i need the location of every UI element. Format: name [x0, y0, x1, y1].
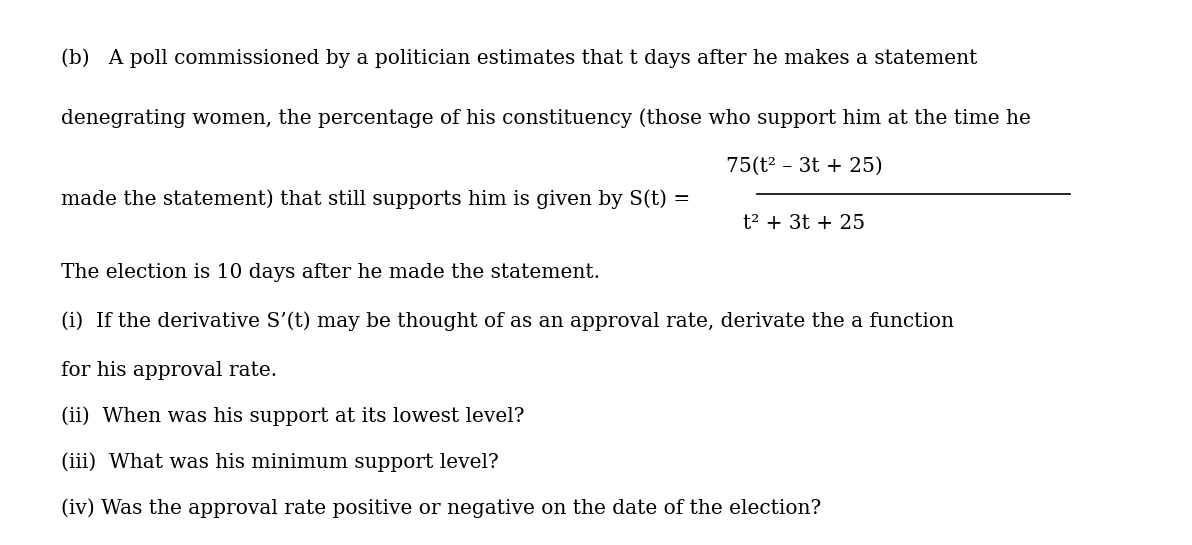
- Text: for his approval rate.: for his approval rate.: [62, 361, 278, 380]
- Text: (iv) Was the approval rate positive or negative on the date of the election?: (iv) Was the approval rate positive or n…: [62, 499, 821, 518]
- Text: denegrating women, the percentage of his constituency (those who support him at : denegrating women, the percentage of his…: [62, 108, 1031, 128]
- Text: made the statement) that still supports him is given by S(t) =: made the statement) that still supports …: [62, 190, 690, 209]
- Text: t² + 3t + 25: t² + 3t + 25: [743, 214, 865, 233]
- Text: (ii)  When was his support at its lowest level?: (ii) When was his support at its lowest …: [62, 407, 524, 426]
- Text: (b)   A poll commissioned by a politician estimates that t days after he makes a: (b) A poll commissioned by a politician …: [62, 49, 977, 68]
- Text: 75(t² – 3t + 25): 75(t² – 3t + 25): [726, 158, 882, 176]
- Text: (iii)  What was his minimum support level?: (iii) What was his minimum support level…: [62, 452, 499, 472]
- Text: The election is 10 days after he made the statement.: The election is 10 days after he made th…: [62, 263, 601, 282]
- Text: (i)  If the derivative S’(t) may be thought of as an approval rate, derivate the: (i) If the derivative S’(t) may be thoug…: [62, 312, 955, 331]
